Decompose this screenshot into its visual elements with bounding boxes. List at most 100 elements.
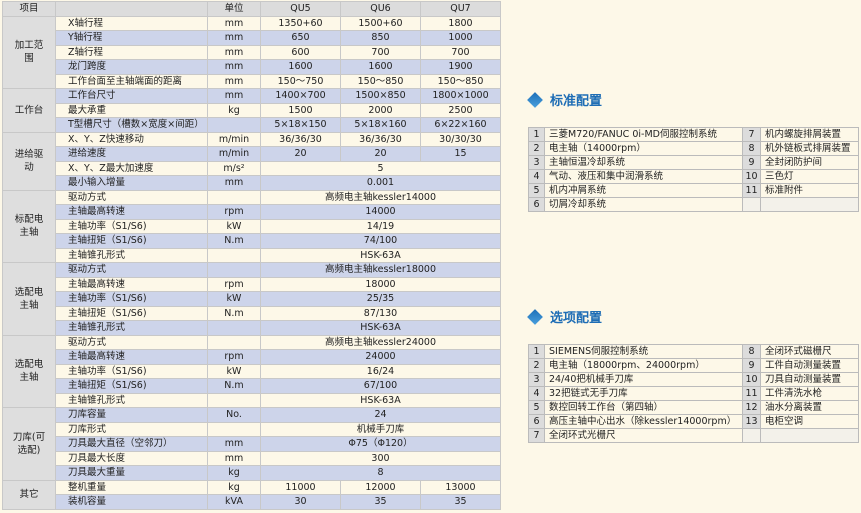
table-cell: 驱动方式 xyxy=(55,262,208,278)
table-cell: 6×22×160 xyxy=(420,117,501,133)
table-cell: 16/24 xyxy=(260,363,501,379)
table-row: 刀具最大长度 mm 300 xyxy=(3,450,501,466)
table-cell: 5×18×150 xyxy=(260,117,341,133)
table-cell: rpm xyxy=(207,276,261,292)
table-row: 龙门跨度 mm 1600 1600 1900 xyxy=(3,59,501,75)
table-cell: QU6 xyxy=(340,1,421,17)
table-cell: 全闭环式磁栅尺 xyxy=(760,344,859,359)
table-cell: 7 xyxy=(742,127,761,142)
standard-config-table: 1 三菱M720/FANUC 0i-MD伺服控制系统 7 机内螺旋排屑装置 2 电主轴（1… xyxy=(528,127,859,212)
table-row: 主轴锥孔形式 HSK-63A xyxy=(3,247,501,263)
table-row: Y轴行程 mm 650 850 1000 xyxy=(3,30,501,46)
list-item: 6 切屑冷却系统 xyxy=(528,197,859,212)
table-cell: 选配电主轴 xyxy=(2,334,56,408)
table-cell xyxy=(742,428,761,443)
table-cell: rpm xyxy=(207,349,261,365)
table-cell: 机外链板式排屑装置 xyxy=(760,141,859,156)
table-cell: 150～750 xyxy=(260,73,341,89)
table-cell xyxy=(207,262,261,278)
table-cell: 30 xyxy=(260,494,341,510)
list-item: 5 数控回转工作台（第四轴） 12 油水分离装置 xyxy=(528,400,859,415)
table-cell: 刀具最大重量 xyxy=(55,465,208,481)
table-cell: 25/35 xyxy=(260,291,501,307)
table-row: 主轴锥孔形式 HSK-63A xyxy=(3,392,501,408)
table-row: 其它 整机重量 kg 11000 12000 13000 xyxy=(2,479,501,510)
table-cell: HSK-63A xyxy=(260,320,501,336)
list-item: 2 电主轴（18000rpm、24000rpm） 9 工件自动测量装置 xyxy=(528,358,859,373)
table-cell: 主轴功率（S1/S6) xyxy=(55,363,208,379)
table-cell: kg xyxy=(207,102,261,118)
table-cell: 18000 xyxy=(260,276,501,292)
options-config-heading: 选项配置 xyxy=(527,307,602,326)
table-cell: 主轴扭矩（S1/S6) xyxy=(55,378,208,394)
table-cell: 进给速度 xyxy=(55,146,208,162)
table-cell xyxy=(760,197,859,212)
table-cell: 11000 xyxy=(260,479,341,495)
table-cell: 工作台 xyxy=(2,88,56,133)
table-cell: HSK-63A xyxy=(260,392,501,408)
table-cell: 6 xyxy=(528,414,545,429)
table-cell: 驱动方式 xyxy=(55,334,208,350)
table-row: T型槽尺寸（槽数×宽度×间距） 5×18×150 5×18×160 6×22×160 xyxy=(3,117,501,133)
table-cell xyxy=(207,189,261,205)
table-cell: 11 xyxy=(742,386,761,401)
table-row: 加工范围 X轴行程 mm 1350+60 1500+60 1800 xyxy=(2,15,501,89)
table-cell: 刀具最大直径（空邻刀） xyxy=(55,436,208,452)
table-row: 最大承重 kg 1500 2000 2500 xyxy=(3,102,501,118)
table-cell: 8 xyxy=(742,344,761,359)
list-item: 2 电主轴（14000rpm） 8 机外链板式排屑装置 xyxy=(528,141,859,156)
table-cell: 1 xyxy=(528,127,545,142)
list-item: 1 三菱M720/FANUC 0i-MD伺服控制系统 7 机内螺旋排屑装置 xyxy=(528,127,859,142)
table-cell: 机内冲屑系统 xyxy=(544,183,743,198)
table-cell xyxy=(207,334,261,350)
table-row: 装机容量 kVA 30 35 35 xyxy=(3,494,501,510)
table-cell: 850 xyxy=(340,30,421,46)
table-row: 刀具最大重量 kg 8 xyxy=(3,465,501,481)
table-row: 主轴扭矩（S1/S6) N.m 67/100 xyxy=(3,378,501,394)
table-cell: 主轴最高转速 xyxy=(55,276,208,292)
table-cell: mm xyxy=(207,30,261,46)
table-cell: mm xyxy=(207,15,261,31)
list-item: 1 SIEMENS伺服控制系统 8 全闭环式磁栅尺 xyxy=(528,344,859,359)
table-cell: mm xyxy=(207,450,261,466)
table-row: 进给驱动 X、Y、Z快速移动 m/min 36/36/30 36/36/30 30/30/… xyxy=(2,131,501,191)
table-cell: 150～850 xyxy=(340,73,421,89)
table-cell xyxy=(55,1,208,17)
table-cell: 35 xyxy=(420,494,501,510)
table-cell: 三菱M720/FANUC 0i-MD伺服控制系统 xyxy=(544,127,743,142)
table-cell: 1350+60 xyxy=(260,15,341,31)
table-cell: 36/36/30 xyxy=(260,131,341,147)
table-cell: 单位 xyxy=(207,1,261,17)
table-cell: 13 xyxy=(742,414,761,429)
table-cell: 1 xyxy=(528,344,545,359)
table-cell: 装机容量 xyxy=(55,494,208,510)
list-item: 4 气动、液压和集中润滑系统 10 三色灯 xyxy=(528,169,859,184)
table-row: 标配电主轴 驱动方式 高频电主轴kessler14000 xyxy=(2,189,501,263)
table-row: 主轴扭矩（S1/S6) N.m 74/100 xyxy=(3,233,501,249)
table-cell: SIEMENS伺服控制系统 xyxy=(544,344,743,359)
table-cell: 最大承重 xyxy=(55,102,208,118)
table-cell: 加工范围 xyxy=(2,15,56,89)
table-cell: 主轴扭矩（S1/S6) xyxy=(55,305,208,321)
table-cell: Z轴行程 xyxy=(55,44,208,60)
table-cell: 电主轴（18000rpm、24000rpm） xyxy=(544,358,743,373)
table-cell: 主轴功率（S1/S6) xyxy=(55,291,208,307)
table-cell: 14000 xyxy=(260,204,501,220)
table-cell: 24000 xyxy=(260,349,501,365)
table-cell: HSK-63A xyxy=(260,247,501,263)
table-cell: 标准附件 xyxy=(760,183,859,198)
table-cell: 10 xyxy=(742,372,761,387)
table-cell: 龙门跨度 xyxy=(55,59,208,75)
table-cell: 主轴恒温冷却系统 xyxy=(544,155,743,170)
table-cell: 刀具最大长度 xyxy=(55,450,208,466)
table-cell: kW xyxy=(207,363,261,379)
list-item: 3 主轴恒温冷却系统 9 全封闭防护间 xyxy=(528,155,859,170)
table-cell xyxy=(207,320,261,336)
table-row: 主轴最高转速 rpm 18000 xyxy=(3,276,501,292)
table-row: 刀库(可选配) 刀库容量 No. 24 xyxy=(2,407,501,481)
table-cell: 工件自动测量装置 xyxy=(760,358,859,373)
table-cell: 9 xyxy=(742,358,761,373)
table-cell: 13000 xyxy=(420,479,501,495)
table-cell: N.m xyxy=(207,378,261,394)
table-cell: 高压主轴中心出水（除kessler14000rpm） xyxy=(544,414,743,429)
